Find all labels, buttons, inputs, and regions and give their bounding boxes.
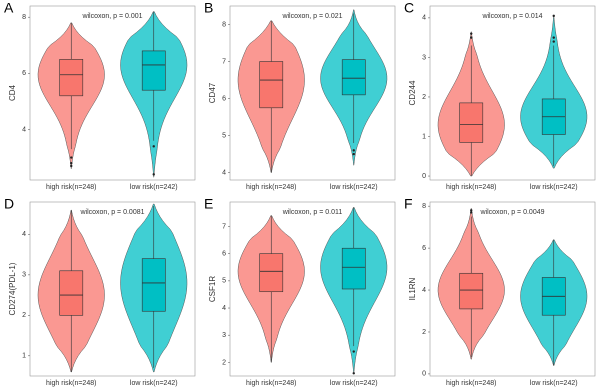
box [459, 272, 484, 310]
y-tick-label: 4 [422, 15, 426, 22]
y-tick-label: 4 [222, 305, 226, 312]
y-tick-label: 2 [422, 94, 426, 101]
panel-letter: E [204, 196, 213, 212]
y-tick-label: 0 [422, 173, 426, 180]
y-tick-label: 2 [222, 359, 226, 366]
y-tick-label: 1 [22, 353, 26, 360]
y-tick-label: 4 [422, 287, 426, 294]
annotation: wilcoxon, p = 0.001 [81, 13, 142, 20]
annotation: wilcoxon, p = 0.014 [481, 13, 542, 20]
x-tick-label: low risk(n=242) [130, 380, 178, 387]
annotation: wilcoxon, p = 0.0081 [79, 209, 144, 216]
y-axis-label: CD274(PDL-1) [8, 262, 17, 315]
box [259, 253, 284, 293]
annotation: wilcoxon, p = 0.011 [282, 209, 343, 216]
x-tick-label: high risk(n=248) [46, 380, 96, 387]
plot-frame [29, 201, 196, 377]
box [259, 61, 284, 109]
plot-frame [429, 201, 596, 377]
outlier [470, 209, 473, 212]
y-tick-label: 3 [22, 272, 26, 279]
plot-frame [229, 201, 396, 377]
box [59, 270, 84, 316]
outlier [352, 152, 355, 156]
y-axis-label: CD4 [8, 84, 17, 101]
outlier [552, 40, 555, 43]
x-tick-label: high risk(n=248) [246, 380, 296, 387]
x-tick-label: high risk(n=248) [46, 184, 96, 191]
y-axis-label: CD47 [208, 82, 217, 103]
outlier [70, 156, 73, 159]
panel-letter: A [4, 0, 14, 16]
y-axis-label: CD244 [408, 80, 417, 105]
outlier [470, 32, 473, 35]
panel-letter: F [404, 196, 413, 212]
y-tick-label: 4 [22, 231, 26, 238]
y-tick-label: 6 [422, 245, 426, 252]
y-tick-label: 6 [22, 70, 26, 77]
y-tick-label: 8 [22, 14, 26, 21]
box [459, 102, 484, 143]
panel-letter: B [204, 0, 213, 16]
x-tick-label: low risk(n=242) [330, 184, 378, 191]
plot-frame [229, 5, 396, 181]
x-tick-label: high risk(n=248) [446, 380, 496, 387]
y-tick-label: 7 [222, 223, 226, 230]
outlier [552, 36, 555, 39]
x-tick-label: low risk(n=242) [330, 380, 378, 387]
plot-frame [29, 5, 196, 181]
y-tick-label: 0 [422, 371, 426, 378]
y-axis-label: IL1RN [408, 277, 417, 300]
y-tick-label: 8 [422, 203, 426, 210]
y-tick-label: 4 [222, 169, 226, 176]
y-axis-label: CSF1R [208, 276, 217, 302]
y-tick-label: 3 [222, 332, 226, 339]
outlier [70, 164, 73, 168]
plot-frame [429, 5, 596, 181]
y-tick-label: 4 [22, 126, 26, 133]
box [141, 258, 166, 312]
box [59, 59, 84, 97]
y-tick-label: 8 [222, 21, 226, 28]
panel-letter: D [4, 196, 14, 212]
x-tick-label: low risk(n=242) [530, 380, 578, 387]
y-tick-label: 7 [222, 58, 226, 65]
outlier [352, 350, 355, 353]
x-tick-label: high risk(n=248) [246, 184, 296, 191]
panel-letter: C [404, 0, 414, 16]
outlier [470, 36, 473, 39]
y-tick-label: 3 [422, 54, 426, 61]
outlier [470, 211, 473, 214]
outlier [70, 161, 73, 165]
y-tick-label: 1 [422, 133, 426, 140]
outlier [552, 14, 555, 18]
box [141, 50, 166, 91]
outlier [352, 372, 355, 375]
box [341, 247, 366, 290]
annotation: wilcoxon, p = 0.021 [281, 13, 342, 20]
x-tick-label: low risk(n=242) [530, 184, 578, 191]
outlier [152, 173, 155, 176]
y-tick-label: 6 [222, 95, 226, 102]
y-tick-label: 5 [222, 278, 226, 285]
annotation: wilcoxon, p = 0.0049 [479, 209, 544, 216]
y-tick-label: 6 [222, 251, 226, 258]
y-tick-label: 5 [222, 132, 226, 139]
y-tick-label: 2 [422, 329, 426, 336]
box [341, 59, 366, 96]
x-tick-label: high risk(n=248) [446, 184, 496, 191]
x-tick-label: low risk(n=242) [130, 184, 178, 191]
y-tick-label: 2 [22, 312, 26, 319]
outlier [352, 149, 355, 152]
outlier [152, 145, 155, 148]
